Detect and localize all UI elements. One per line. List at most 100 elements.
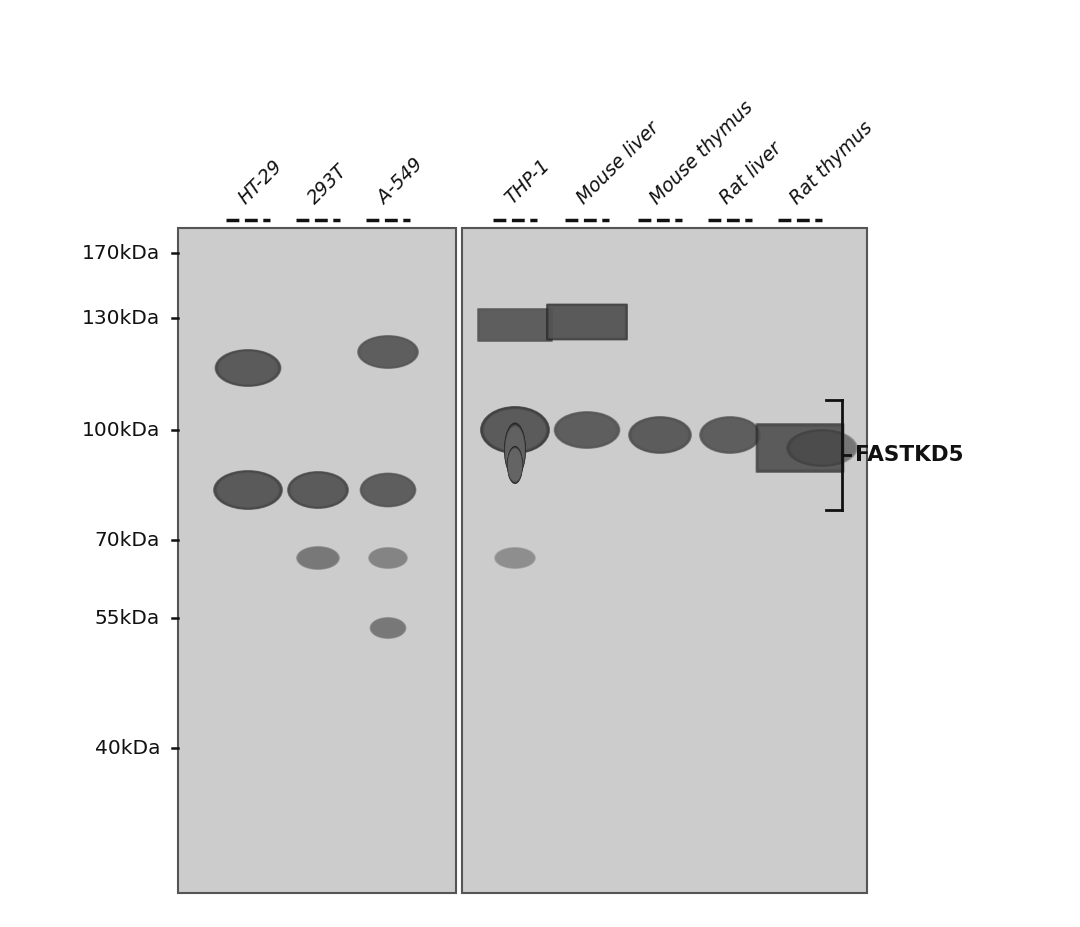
Ellipse shape xyxy=(630,417,690,453)
Ellipse shape xyxy=(360,337,416,367)
Ellipse shape xyxy=(217,473,279,507)
Ellipse shape xyxy=(701,418,758,452)
Ellipse shape xyxy=(632,418,689,451)
Ellipse shape xyxy=(362,475,414,505)
Ellipse shape xyxy=(508,449,522,481)
Ellipse shape xyxy=(370,617,406,639)
Ellipse shape xyxy=(215,349,281,387)
Ellipse shape xyxy=(215,471,282,509)
Ellipse shape xyxy=(702,418,758,452)
Ellipse shape xyxy=(363,475,413,505)
Ellipse shape xyxy=(217,473,280,507)
Ellipse shape xyxy=(369,617,406,639)
Ellipse shape xyxy=(217,351,279,385)
Text: Mouse thymus: Mouse thymus xyxy=(647,97,757,208)
Ellipse shape xyxy=(357,336,419,369)
Ellipse shape xyxy=(631,418,689,452)
FancyBboxPatch shape xyxy=(756,424,843,472)
Ellipse shape xyxy=(555,412,619,448)
FancyBboxPatch shape xyxy=(546,304,627,340)
Ellipse shape xyxy=(369,548,406,568)
Ellipse shape xyxy=(368,547,408,569)
Ellipse shape xyxy=(372,618,405,638)
Ellipse shape xyxy=(495,548,536,568)
Bar xyxy=(462,228,867,893)
Ellipse shape xyxy=(788,430,855,465)
Ellipse shape xyxy=(361,474,415,506)
Ellipse shape xyxy=(359,336,418,368)
Ellipse shape xyxy=(630,417,690,452)
Ellipse shape xyxy=(213,470,283,510)
Ellipse shape xyxy=(481,406,550,453)
Ellipse shape xyxy=(508,447,523,483)
Ellipse shape xyxy=(505,425,525,475)
Ellipse shape xyxy=(216,472,280,508)
FancyBboxPatch shape xyxy=(477,309,553,342)
Ellipse shape xyxy=(215,472,281,509)
Ellipse shape xyxy=(508,446,523,484)
Ellipse shape xyxy=(507,446,523,484)
Ellipse shape xyxy=(297,547,339,569)
Ellipse shape xyxy=(289,473,347,507)
Text: 100kDa: 100kDa xyxy=(82,421,160,439)
FancyBboxPatch shape xyxy=(756,424,845,473)
Ellipse shape xyxy=(495,548,535,568)
Ellipse shape xyxy=(296,546,340,570)
Ellipse shape xyxy=(556,413,618,448)
FancyBboxPatch shape xyxy=(550,306,625,337)
Ellipse shape xyxy=(287,471,349,509)
Ellipse shape xyxy=(504,423,526,477)
Ellipse shape xyxy=(700,416,760,453)
Ellipse shape xyxy=(508,448,523,483)
Ellipse shape xyxy=(369,548,406,568)
Ellipse shape xyxy=(505,426,525,474)
Ellipse shape xyxy=(554,412,620,449)
Ellipse shape xyxy=(291,474,346,507)
Ellipse shape xyxy=(632,419,688,451)
Text: FASTKD5: FASTKD5 xyxy=(855,445,963,465)
Ellipse shape xyxy=(296,546,340,570)
Ellipse shape xyxy=(701,417,759,453)
Ellipse shape xyxy=(216,350,280,386)
FancyBboxPatch shape xyxy=(756,423,845,473)
Ellipse shape xyxy=(218,351,278,385)
FancyBboxPatch shape xyxy=(549,306,625,338)
Ellipse shape xyxy=(786,429,858,466)
Text: 130kDa: 130kDa xyxy=(82,309,160,327)
Text: 55kDa: 55kDa xyxy=(95,608,160,628)
Text: Mouse liver: Mouse liver xyxy=(573,119,663,208)
Ellipse shape xyxy=(556,413,618,447)
Text: 293T: 293T xyxy=(305,161,351,208)
Ellipse shape xyxy=(699,416,761,454)
Ellipse shape xyxy=(787,430,856,466)
FancyBboxPatch shape xyxy=(548,305,626,339)
Ellipse shape xyxy=(482,407,549,452)
FancyBboxPatch shape xyxy=(546,303,627,340)
Ellipse shape xyxy=(369,548,407,568)
Ellipse shape xyxy=(289,473,347,507)
Ellipse shape xyxy=(370,617,405,638)
Ellipse shape xyxy=(362,474,415,506)
Ellipse shape xyxy=(504,425,525,476)
Ellipse shape xyxy=(360,337,417,367)
Ellipse shape xyxy=(484,410,545,451)
Ellipse shape xyxy=(504,425,525,475)
Ellipse shape xyxy=(508,449,522,482)
Ellipse shape xyxy=(215,349,282,387)
Ellipse shape xyxy=(370,618,405,638)
Ellipse shape xyxy=(370,617,406,639)
FancyBboxPatch shape xyxy=(757,425,842,471)
Ellipse shape xyxy=(554,412,620,449)
FancyBboxPatch shape xyxy=(477,309,552,341)
Ellipse shape xyxy=(483,409,546,451)
Ellipse shape xyxy=(359,337,417,368)
Ellipse shape xyxy=(361,337,416,367)
Ellipse shape xyxy=(482,408,548,452)
Text: HT-29: HT-29 xyxy=(234,157,286,208)
Ellipse shape xyxy=(496,548,535,568)
Ellipse shape xyxy=(216,472,281,508)
Ellipse shape xyxy=(629,416,691,453)
Ellipse shape xyxy=(288,472,348,508)
Ellipse shape xyxy=(361,474,415,506)
FancyBboxPatch shape xyxy=(758,426,841,470)
